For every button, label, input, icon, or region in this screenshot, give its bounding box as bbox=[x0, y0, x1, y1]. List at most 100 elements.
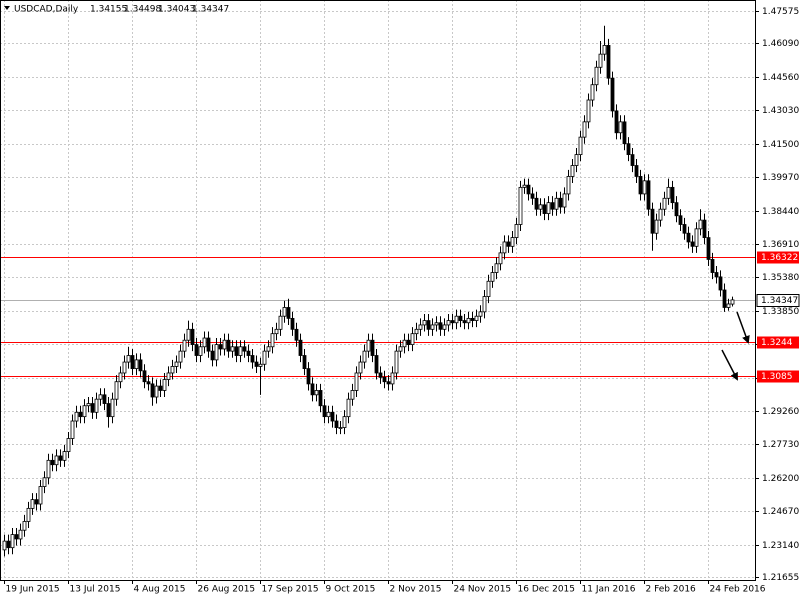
candle-body bbox=[142, 370, 147, 383]
candle-body bbox=[702, 219, 707, 238]
candle-body bbox=[502, 241, 507, 254]
menu-triangle bbox=[4, 6, 10, 10]
candle-body bbox=[378, 372, 383, 378]
candle-body bbox=[610, 77, 615, 112]
candle-body bbox=[658, 208, 663, 221]
candle-body bbox=[110, 398, 115, 418]
candle-body bbox=[66, 438, 71, 452]
y-tick-label: 1.36910 bbox=[762, 240, 799, 250]
candle-body bbox=[354, 372, 359, 391]
candle-body bbox=[626, 143, 631, 156]
candle-body bbox=[482, 296, 487, 313]
candle-body bbox=[498, 252, 503, 265]
candle-body bbox=[158, 385, 163, 391]
candle-body bbox=[42, 477, 47, 487]
candle-body bbox=[602, 45, 607, 55]
candle-body bbox=[446, 320, 451, 326]
candle-body bbox=[258, 363, 263, 367]
candle-body bbox=[406, 339, 411, 345]
candle-body bbox=[510, 237, 515, 247]
candle-body bbox=[534, 197, 539, 210]
candle-body bbox=[438, 322, 443, 330]
y-tick-label: 1.35380 bbox=[762, 273, 799, 283]
x-tick-label: 13 Jul 2015 bbox=[70, 585, 121, 595]
y-tick-label: 1.39970 bbox=[762, 173, 799, 183]
candle-body bbox=[542, 204, 547, 214]
candle-body bbox=[494, 263, 499, 273]
candle-body bbox=[82, 405, 87, 418]
candle-body bbox=[178, 350, 183, 363]
candle-body bbox=[334, 420, 339, 428]
candle-body bbox=[246, 350, 251, 356]
candle-body bbox=[2, 540, 7, 551]
candle-body bbox=[226, 339, 231, 352]
candle-body bbox=[138, 359, 143, 372]
level-label: 1.3085 bbox=[761, 372, 793, 382]
candle-body bbox=[694, 228, 699, 247]
candle-body bbox=[6, 540, 11, 549]
candle-body bbox=[666, 186, 671, 199]
candle-body bbox=[190, 328, 195, 345]
candle-body bbox=[526, 184, 531, 195]
candle-body bbox=[670, 186, 675, 204]
level-label-bg bbox=[757, 336, 799, 349]
low-price: 1.34043 bbox=[158, 5, 195, 15]
candle-body bbox=[434, 322, 439, 326]
candle-body bbox=[646, 180, 651, 210]
candle-body bbox=[530, 193, 535, 199]
candle-body bbox=[726, 303, 731, 308]
candle-body bbox=[710, 259, 715, 273]
x-tick-label: 24 Nov 2015 bbox=[454, 585, 512, 595]
candle-body bbox=[278, 315, 283, 330]
candle-body bbox=[286, 307, 291, 319]
candle-body bbox=[414, 328, 419, 335]
plot-border bbox=[0, 0, 756, 581]
candle-body bbox=[270, 333, 275, 348]
candle-body bbox=[426, 320, 431, 330]
candle-body bbox=[718, 276, 723, 291]
candle-body bbox=[202, 337, 207, 348]
x-tick-label: 24 Feb 2016 bbox=[710, 585, 766, 595]
candle-body bbox=[106, 403, 111, 418]
candle-body bbox=[262, 350, 267, 365]
candle-body bbox=[454, 315, 459, 324]
x-tick-label: 9 Oct 2015 bbox=[326, 585, 376, 595]
candle-body bbox=[186, 328, 191, 341]
candle-body bbox=[370, 339, 375, 356]
candle-body bbox=[390, 372, 395, 385]
candle-body bbox=[18, 529, 23, 540]
candle-body bbox=[26, 507, 31, 522]
level-label-bg bbox=[757, 370, 799, 383]
candles bbox=[2, 25, 735, 557]
candle-body bbox=[150, 383, 155, 398]
candle-body bbox=[230, 346, 235, 352]
candle-body bbox=[338, 427, 343, 429]
candle-body bbox=[458, 315, 463, 321]
y-tick-label: 1.27730 bbox=[762, 440, 799, 450]
candle-body bbox=[70, 420, 75, 439]
candle-body bbox=[242, 346, 247, 352]
candle-body bbox=[14, 534, 19, 540]
y-tick-label: 1.43030 bbox=[762, 106, 799, 116]
candle-body bbox=[490, 272, 495, 282]
y-tick-label: 1.24670 bbox=[762, 507, 799, 517]
candle-body bbox=[594, 66, 599, 86]
candle-body bbox=[570, 165, 575, 177]
candle-body bbox=[634, 165, 639, 177]
candle-body bbox=[218, 344, 223, 350]
candle-body bbox=[590, 84, 595, 101]
candle-body bbox=[550, 202, 555, 210]
candle-body bbox=[394, 350, 399, 374]
candle-body bbox=[698, 219, 703, 230]
candle-body bbox=[134, 359, 139, 370]
candle-body bbox=[402, 339, 407, 348]
candle-body bbox=[630, 154, 635, 166]
candle-body bbox=[46, 459, 51, 479]
candle-body bbox=[170, 366, 175, 374]
candle-body bbox=[130, 355, 135, 370]
x-tick-label: 19 Jun 2015 bbox=[6, 585, 60, 595]
candle-body bbox=[174, 361, 179, 367]
axes: 1.47575 1.46090 1.44560 1.43030 1.41500 1.399… bbox=[4, 7, 800, 595]
candle-body bbox=[554, 197, 559, 210]
